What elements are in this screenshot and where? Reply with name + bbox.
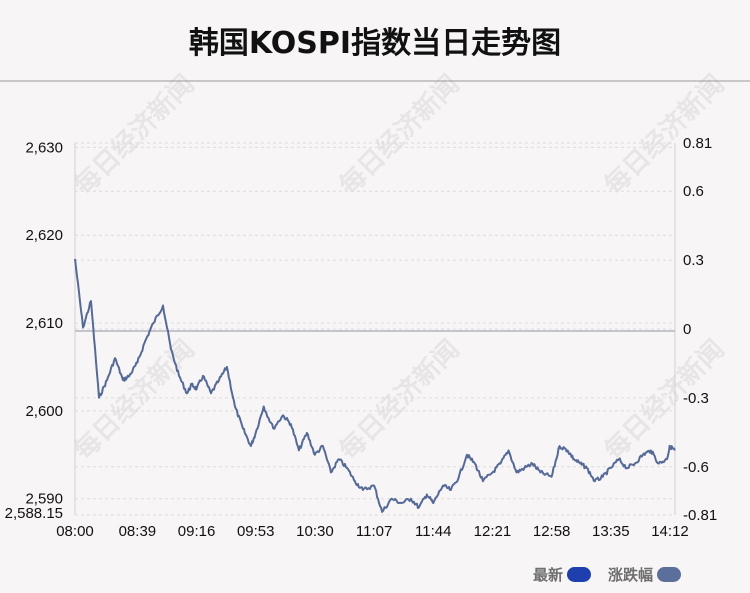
x-tick-label: 09:53 [237, 523, 275, 540]
x-tick-label: 10:30 [296, 523, 334, 540]
left-tick-label: 2,610 [25, 315, 63, 332]
kospi-series-line [74, 258, 676, 513]
x-tick-label: 08:00 [56, 523, 94, 540]
x-tick-label: 13:35 [592, 523, 630, 540]
x-tick-label: 12:58 [533, 523, 571, 540]
right-tick-label: 0.3 [683, 252, 704, 269]
legend-change-swatch [657, 567, 682, 582]
x-tick-label: 11:07 [356, 523, 392, 540]
right-tick-label: 0.81 [683, 135, 712, 152]
x-tick-label: 08:39 [119, 523, 157, 540]
legend-latest-label: 最新 [533, 566, 564, 584]
right-tick-label: -0.3 [683, 390, 709, 407]
x-tick-label: 12:21 [474, 523, 512, 540]
left-tick-label: 2,590 [25, 491, 63, 508]
legend-change-label: 涨跌幅 [608, 566, 654, 584]
left-tick-label: 2,600 [25, 403, 63, 420]
right-tick-label: -0.81 [683, 507, 717, 524]
legend-change[interactable]: 涨跌幅 [608, 564, 682, 585]
right-tick-label: -0.6 [683, 459, 709, 476]
right-tick-label: 0 [683, 321, 691, 338]
left-tick-label: 2,630 [25, 139, 63, 156]
x-tick-label: 14:12 [651, 523, 689, 540]
left-tick-label: 2,620 [25, 227, 63, 244]
legend-latest[interactable]: 最新 [533, 564, 592, 585]
legend-latest-swatch [567, 567, 592, 582]
title-divider [0, 80, 750, 82]
right-tick-label: 0.6 [683, 183, 704, 200]
chart-title: 韩国KOSPI指数当日走势图 [188, 26, 562, 61]
x-tick-label: 09:16 [178, 523, 216, 540]
left-tick-label: 2,588.15 [5, 505, 63, 522]
x-tick-label: 11:44 [415, 523, 451, 540]
